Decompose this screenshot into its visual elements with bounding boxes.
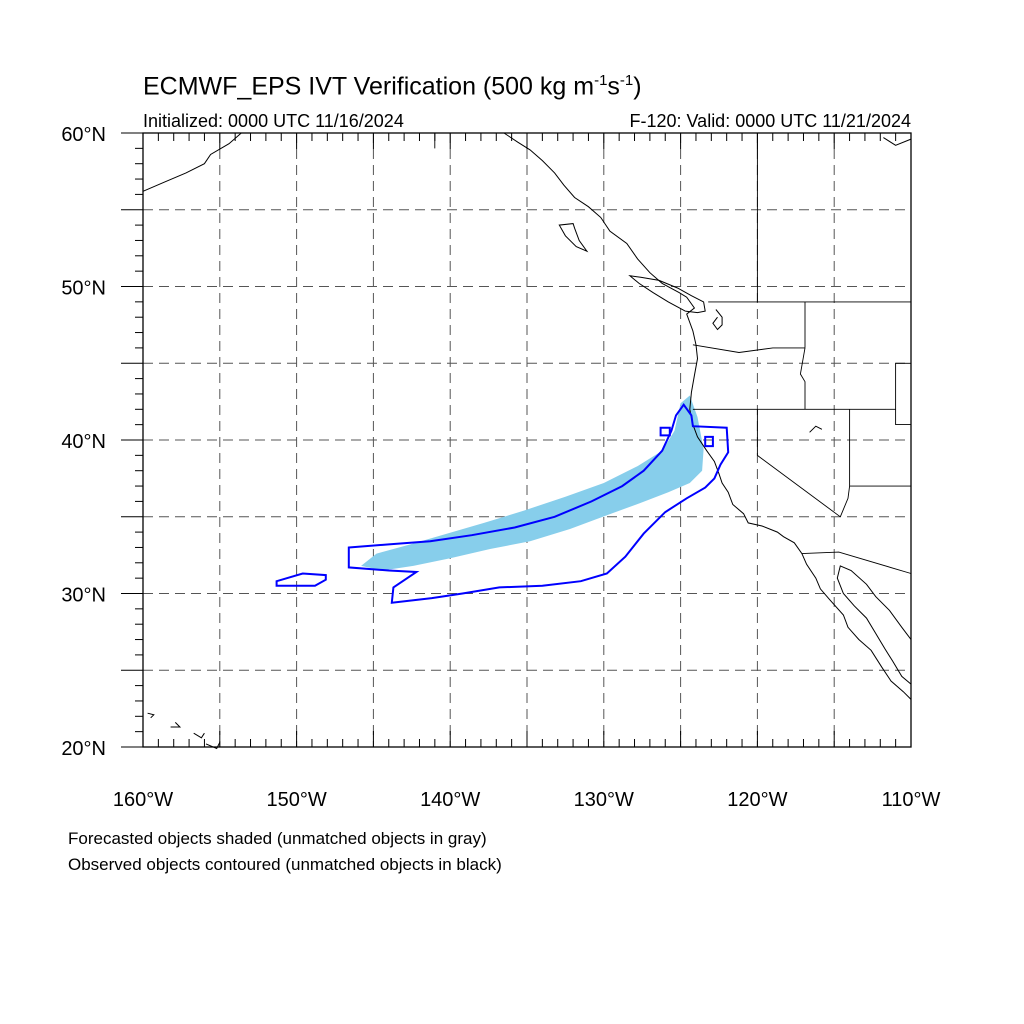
coastline — [558, 223, 589, 253]
x-tick-label: 120°W — [727, 789, 787, 811]
y-tick-label: 40°N — [61, 431, 106, 453]
valid-label: F-120: Valid: 0000 UTC 11/21/2024 — [629, 111, 911, 131]
forecast-object — [361, 395, 704, 571]
border-line — [692, 344, 805, 353]
forecast-objects — [361, 395, 704, 571]
forecast-note: Forecasted objects shaded (unmatched obj… — [68, 829, 487, 848]
y-tick-label: 30°N — [61, 585, 106, 607]
title-end: ) — [633, 72, 642, 101]
x-tick-label: 150°W — [266, 789, 326, 811]
coastline — [883, 137, 912, 146]
observed-object-contour — [659, 426, 671, 437]
title-sup-1: -1 — [594, 72, 608, 89]
observed-object-contour — [275, 572, 327, 587]
initialized-label: Initialized: 0000 UTC 11/16/2024 — [143, 111, 404, 131]
observed-object-contour — [347, 402, 730, 604]
x-tick-label: 110°W — [882, 789, 941, 811]
observed-note: Observed objects contoured (unmatched ob… — [68, 855, 502, 874]
observed-objects — [275, 402, 730, 604]
coastline — [809, 425, 823, 433]
title-mid: s — [607, 72, 620, 101]
x-tick-label: 160°W — [113, 789, 173, 811]
coastline — [193, 732, 205, 739]
legend-notes: Forecasted objects shaded (unmatched obj… — [68, 826, 502, 878]
coastline — [836, 565, 912, 685]
observed-object-contour — [704, 435, 714, 448]
axis-labels: 160°W 150°W 140°W 130°W 120°W 110°W 20°N 30°N 40… — [61, 124, 940, 811]
coastline — [712, 309, 723, 331]
x-tick-label: 130°W — [574, 789, 634, 811]
border-line — [801, 551, 912, 574]
map-frame — [142, 132, 912, 748]
chart-title: ECMWF_EPS IVT Verification (500 kg m-1s-… — [143, 72, 642, 101]
y-tick-label: 50°N — [61, 278, 106, 300]
title-text: ECMWF_EPS IVT Verification (500 kg m — [143, 72, 595, 101]
border-line — [799, 347, 806, 410]
coastline — [503, 132, 912, 700]
coastline — [147, 712, 155, 719]
y-tick-label: 60°N — [61, 124, 106, 146]
coastline — [170, 722, 182, 728]
coastline — [628, 275, 706, 314]
coastlines — [142, 132, 912, 750]
border-line — [756, 409, 841, 518]
y-tick-label: 20°N — [61, 738, 106, 760]
gridlines — [143, 133, 911, 747]
border-line — [895, 363, 911, 426]
x-tick-label: 140°W — [420, 789, 480, 811]
coastline — [142, 132, 242, 192]
border-line — [839, 409, 851, 517]
title-sup-2: -1 — [619, 72, 634, 89]
axis-ticks — [121, 132, 912, 748]
coastline — [205, 742, 221, 750]
